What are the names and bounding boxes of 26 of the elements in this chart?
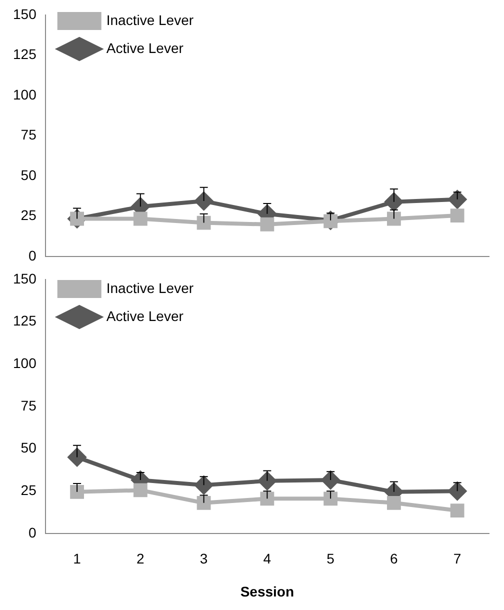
y-tick-label: 150 [13,6,37,22]
x-tick-label: 7 [453,550,462,567]
y-tick-label: 150 [13,270,37,286]
y-tick-label: 75 [20,397,37,414]
legend-label: Active Lever [106,40,184,56]
legend-label: Inactive Lever [106,280,194,296]
x-tick-label: 5 [326,550,335,567]
y-tick-label: 100 [13,86,37,102]
y-tick-label: 50 [20,440,37,456]
y-tick-label: 25 [20,482,37,498]
y-tick-label: 100 [13,354,37,371]
y-tick-label: 125 [13,46,37,62]
x-tick-label: 1 [73,550,82,567]
legend-label: Inactive Lever [106,12,194,28]
y-tick-label: 0 [28,524,37,540]
y-tick-label: 0 [28,247,37,264]
x-axis-title: Session [240,583,294,600]
y-tick-label: 50 [20,166,37,183]
x-tick-label: 4 [263,550,272,567]
legend-label: Active Lever [106,308,184,324]
x-tick-label: 3 [200,550,208,567]
y-tick-label: 25 [20,207,37,224]
y-tick-label: 125 [13,312,37,329]
x-tick-label: 6 [390,550,398,567]
y-tick-label: 75 [20,126,37,143]
x-tick-label: 2 [136,550,145,567]
